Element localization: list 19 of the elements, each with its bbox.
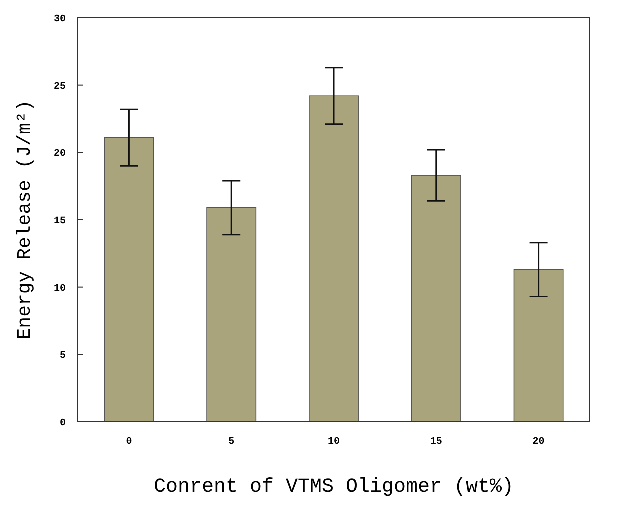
x-tick-label: 0	[126, 437, 132, 448]
x-tick-label: 5	[228, 437, 235, 448]
bar	[411, 175, 462, 422]
x-axis-title: Conrent of VTMS Oligomer (wt%)	[154, 476, 514, 499]
y-axis-title: Energy Release (J/m²)	[14, 100, 36, 340]
x-tick-label: 20	[532, 437, 545, 448]
y-tick-label: 30	[54, 14, 66, 26]
bar	[514, 269, 564, 422]
bar	[309, 96, 359, 422]
y-tick-label: 20	[54, 149, 66, 160]
y-tick-label: 10	[54, 284, 66, 295]
y-tick-label: 25	[54, 82, 66, 93]
y-tick-label: 0	[60, 418, 66, 430]
y-tick-label: 5	[60, 351, 66, 362]
y-tick-label: 15	[54, 216, 66, 228]
bar	[104, 137, 154, 422]
x-tick-label: 15	[430, 437, 442, 448]
bar	[206, 207, 257, 422]
x-tick-label: 10	[328, 437, 340, 448]
